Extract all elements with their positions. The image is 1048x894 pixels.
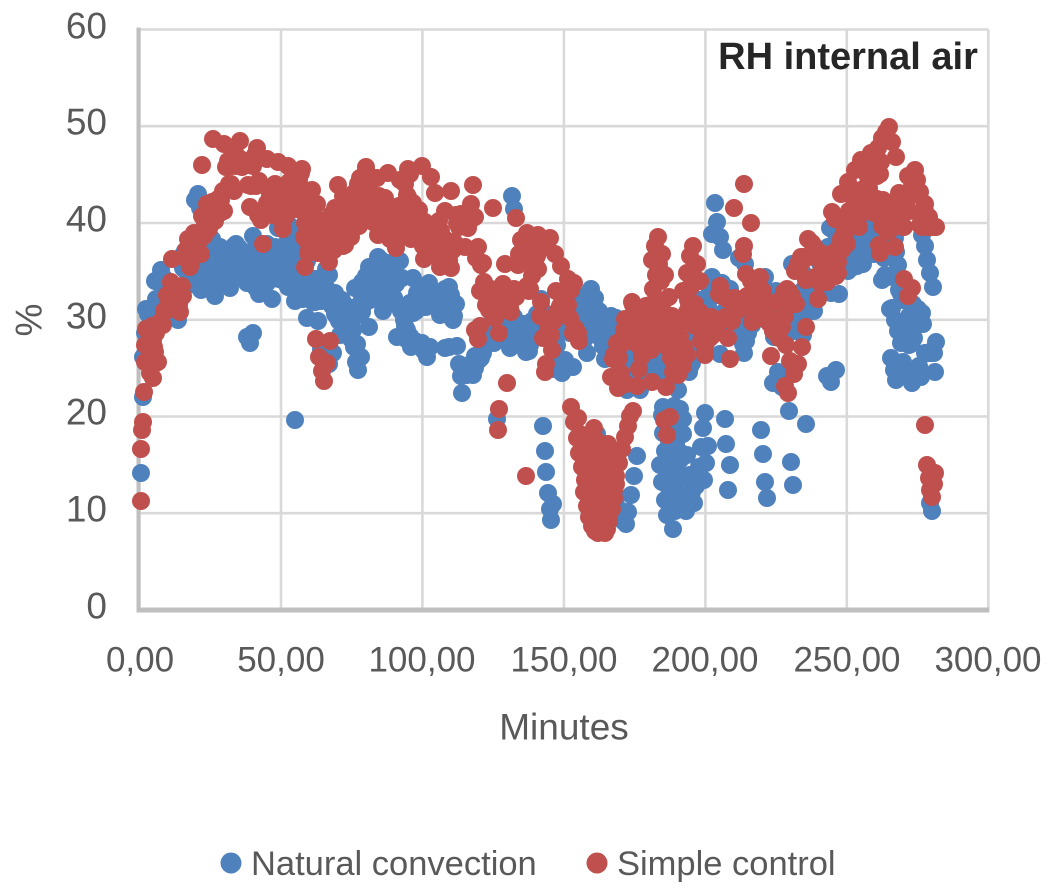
svg-text:150,00: 150,00	[510, 641, 617, 680]
svg-text:40: 40	[66, 199, 107, 240]
svg-text:50: 50	[66, 102, 107, 143]
svg-text:50,00: 50,00	[237, 641, 325, 680]
svg-text:300,00: 300,00	[934, 641, 1041, 680]
svg-text:10: 10	[66, 489, 107, 530]
svg-text:Minutes: Minutes	[499, 707, 629, 748]
svg-text:Simple control: Simple control	[617, 845, 836, 883]
svg-text:RH internal air: RH internal air	[718, 36, 978, 78]
svg-text:0: 0	[86, 586, 107, 627]
svg-text:30: 30	[66, 296, 107, 337]
svg-text:200,00: 200,00	[651, 641, 758, 680]
svg-text:20: 20	[66, 392, 107, 433]
svg-text:%: %	[9, 304, 50, 337]
svg-text:100,00: 100,00	[368, 641, 475, 680]
svg-text:0,00: 0,00	[106, 641, 174, 680]
svg-text:Natural convection: Natural convection	[251, 845, 537, 883]
svg-text:60: 60	[66, 6, 107, 47]
svg-text:250,00: 250,00	[793, 641, 900, 680]
